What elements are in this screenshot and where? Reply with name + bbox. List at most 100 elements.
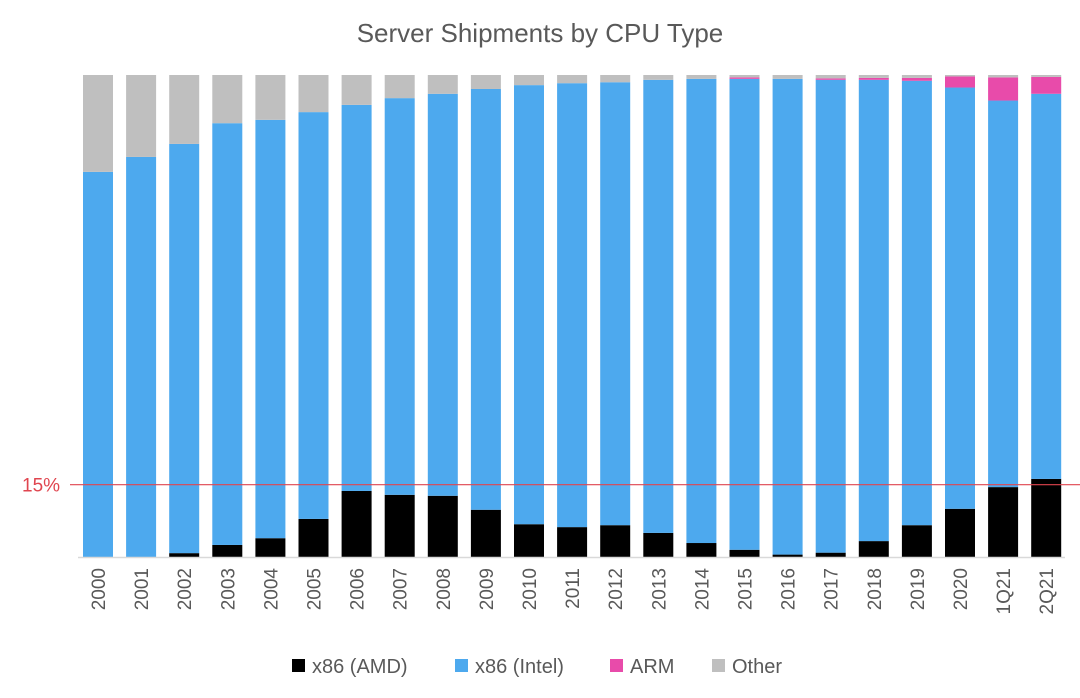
- bar-other-2015: [729, 75, 760, 78]
- bar-x86-amd-2005: [298, 518, 329, 557]
- bar-other-2018: [858, 75, 889, 78]
- x-tick-label: 2006: [348, 568, 369, 610]
- bar-arm-2018: [858, 77, 889, 80]
- legend-swatch: [455, 659, 468, 672]
- bar-arm-2015: [729, 77, 760, 79]
- x-tick-label: 2014: [692, 568, 713, 611]
- legend-label: Other: [732, 656, 782, 678]
- bar-arm-1Q21: [988, 77, 1019, 101]
- bar-x86-amd-2014: [686, 543, 717, 557]
- bar-x86-intel-2000: [83, 171, 113, 557]
- x-tick-label: 2011: [563, 568, 584, 609]
- x-tick-label: 2015: [736, 568, 757, 610]
- bar-x86-intel-2011: [557, 83, 588, 528]
- x-tick-label: 2008: [434, 568, 455, 610]
- bar-arm-2Q21: [1031, 76, 1062, 94]
- bar-x86-amd-2007: [384, 494, 415, 557]
- bar-x86-intel-2003: [212, 123, 243, 545]
- bar-arm-2019: [901, 77, 932, 81]
- bar-arm-2020: [945, 76, 975, 88]
- bar-other-2017: [815, 75, 846, 79]
- x-tick-label: 2Q21: [1037, 568, 1058, 614]
- bar-x86-amd-2017: [815, 552, 846, 557]
- x-tick-label: 2001: [132, 568, 153, 610]
- x-tick-label: 1Q21: [994, 568, 1015, 614]
- bar-other-2008: [427, 75, 458, 94]
- bar-x86-amd-2009: [470, 509, 501, 557]
- bar-x86-amd-2018: [858, 541, 889, 557]
- bar-x86-intel-2009: [470, 88, 501, 510]
- x-tick-label: 2018: [865, 568, 886, 610]
- bar-arm-2017: [815, 78, 846, 80]
- bar-x86-amd-2006: [341, 490, 372, 557]
- bar-x86-intel-2007: [384, 98, 415, 495]
- bar-x86-intel-2008: [427, 93, 458, 496]
- bar-x86-amd-2011: [557, 527, 588, 557]
- bar-x86-amd-2015: [729, 549, 760, 557]
- bar-x86-amd-1Q21: [988, 487, 1019, 557]
- x-tick-label: 2017: [822, 568, 843, 610]
- x-tick-label: 2004: [261, 568, 282, 611]
- bar-other-2007: [384, 75, 415, 99]
- x-tick-label: 2020: [951, 568, 972, 610]
- bar-x86-amd-2002: [169, 553, 200, 557]
- bar-x86-intel-2005: [298, 112, 329, 519]
- legend-swatch: [292, 659, 305, 672]
- bar-x86-amd-2019: [901, 525, 932, 557]
- bars-group: [83, 75, 1062, 557]
- bar-x86-intel-2019: [901, 80, 932, 526]
- bar-other-2004: [255, 75, 286, 120]
- bar-x86-intel-2Q21: [1031, 93, 1062, 479]
- bar-x86-intel-2004: [255, 119, 286, 539]
- bar-other-2010: [514, 75, 544, 86]
- bar-x86-amd-2010: [514, 524, 544, 557]
- x-tick-label: 2016: [779, 568, 800, 610]
- legend-label: x86 (Intel): [475, 656, 564, 678]
- bar-x86-amd-2012: [600, 525, 631, 557]
- bar-other-2Q21: [1031, 75, 1062, 77]
- bar-other-2019: [901, 75, 932, 78]
- bar-other-2016: [772, 75, 803, 79]
- x-tick-label: 2013: [649, 568, 670, 610]
- bar-x86-intel-2015: [729, 78, 760, 550]
- bar-x86-intel-2013: [643, 79, 674, 533]
- bar-x86-amd-2003: [212, 544, 243, 557]
- x-tick-label: 2002: [175, 568, 196, 610]
- chart-title: Server Shipments by CPU Type: [357, 18, 724, 48]
- reference-line-group: 15%: [22, 476, 1080, 497]
- bar-x86-intel-2017: [815, 79, 846, 553]
- bar-x86-intel-2010: [514, 85, 544, 525]
- bar-other-2014: [686, 75, 717, 79]
- bar-other-1Q21: [988, 75, 1019, 78]
- x-tick-label: 2019: [908, 568, 929, 610]
- x-tick-label: 2012: [606, 568, 627, 610]
- bar-other-2009: [470, 75, 501, 89]
- bar-x86-intel-2006: [341, 104, 372, 491]
- x-tick-label: 2000: [89, 568, 110, 610]
- bar-x86-amd-2016: [772, 554, 803, 557]
- bar-x86-intel-2002: [169, 143, 200, 554]
- bar-other-2011: [557, 75, 588, 84]
- x-tick-label: 2010: [520, 568, 541, 610]
- bar-x86-intel-2001: [126, 156, 157, 557]
- x-tick-label: 2007: [391, 568, 412, 610]
- bar-x86-amd-2008: [427, 495, 458, 557]
- legend: x86 (AMD) x86 (Intel) ARM Other: [292, 656, 782, 678]
- legend-label: ARM: [630, 656, 674, 678]
- bar-other-2000: [83, 75, 113, 172]
- legend-swatch: [712, 659, 725, 672]
- bar-x86-intel-2014: [686, 78, 717, 544]
- bar-x86-intel-2020: [945, 87, 975, 509]
- bar-other-2003: [212, 75, 243, 124]
- x-tick-labels: 2000 2001 2002 2003 2004 2005 2006 2007 2008 2009…: [89, 568, 1058, 615]
- bar-x86-amd-2004: [255, 538, 286, 557]
- x-tick-label: 2005: [305, 568, 326, 610]
- x-tick-label: 2009: [477, 568, 498, 610]
- bar-other-2013: [643, 75, 674, 80]
- bar-x86-amd-2013: [643, 532, 674, 557]
- bar-other-2020: [945, 75, 975, 77]
- bar-x86-intel-2012: [600, 82, 631, 526]
- bar-x86-intel-2018: [858, 79, 889, 542]
- bar-x86-amd-2Q21: [1031, 478, 1062, 557]
